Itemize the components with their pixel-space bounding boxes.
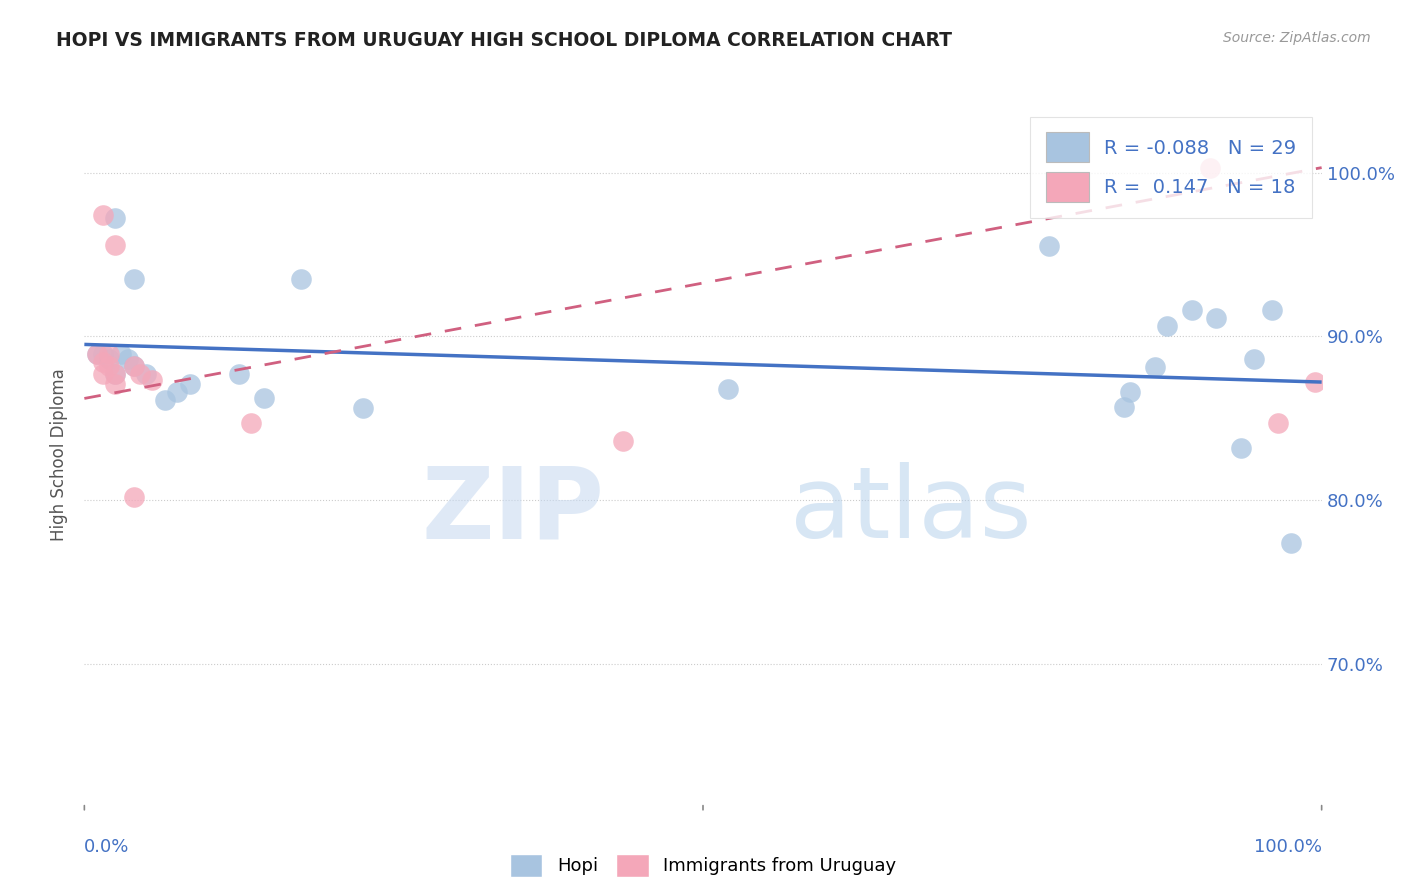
Point	[86, 347, 108, 361]
Point	[290, 272, 312, 286]
Point	[240, 416, 263, 430]
Point	[117, 352, 139, 367]
Point	[98, 359, 121, 373]
Point	[253, 392, 276, 406]
Point	[1205, 311, 1227, 326]
Point	[86, 347, 108, 361]
Point	[1267, 416, 1289, 430]
Point	[1156, 319, 1178, 334]
Point	[129, 367, 152, 381]
Point	[1199, 161, 1222, 175]
Point	[104, 211, 127, 226]
Point	[352, 401, 374, 416]
Point	[1261, 303, 1284, 318]
Text: 0.0%: 0.0%	[84, 838, 129, 856]
Point	[141, 373, 163, 387]
Legend: R = -0.088   N = 29, R =  0.147   N = 18: R = -0.088 N = 29, R = 0.147 N = 18	[1031, 117, 1312, 218]
Point	[104, 237, 127, 252]
Point	[91, 208, 114, 222]
Point	[98, 352, 121, 367]
Text: Source: ZipAtlas.com: Source: ZipAtlas.com	[1223, 31, 1371, 45]
Point	[122, 359, 145, 373]
Point	[1243, 352, 1265, 367]
Point	[104, 367, 127, 381]
Point	[1143, 360, 1166, 375]
Text: 100.0%: 100.0%	[1254, 838, 1322, 856]
Point	[110, 347, 132, 361]
Point	[1279, 535, 1302, 549]
Point	[717, 382, 740, 396]
Point	[91, 367, 114, 381]
Point	[135, 367, 157, 381]
Point	[1230, 441, 1253, 455]
Point	[166, 384, 188, 399]
Point	[612, 434, 634, 448]
Point	[1305, 375, 1327, 389]
Point	[1038, 239, 1060, 253]
Point	[153, 393, 176, 408]
Y-axis label: High School Diploma: High School Diploma	[51, 368, 69, 541]
Point	[91, 355, 114, 369]
Point	[104, 367, 127, 381]
Point	[91, 347, 114, 361]
Point	[122, 490, 145, 504]
Point	[1181, 303, 1204, 318]
Text: atlas: atlas	[790, 462, 1031, 559]
Text: HOPI VS IMMIGRANTS FROM URUGUAY HIGH SCHOOL DIPLOMA CORRELATION CHART: HOPI VS IMMIGRANTS FROM URUGUAY HIGH SCH…	[56, 31, 952, 50]
Point	[1119, 384, 1142, 399]
Point	[228, 367, 250, 381]
Point	[122, 272, 145, 286]
Point	[179, 376, 201, 391]
Text: ZIP: ZIP	[422, 462, 605, 559]
Point	[98, 347, 121, 361]
Point	[122, 359, 145, 373]
Point	[1112, 400, 1135, 414]
Point	[104, 376, 127, 391]
